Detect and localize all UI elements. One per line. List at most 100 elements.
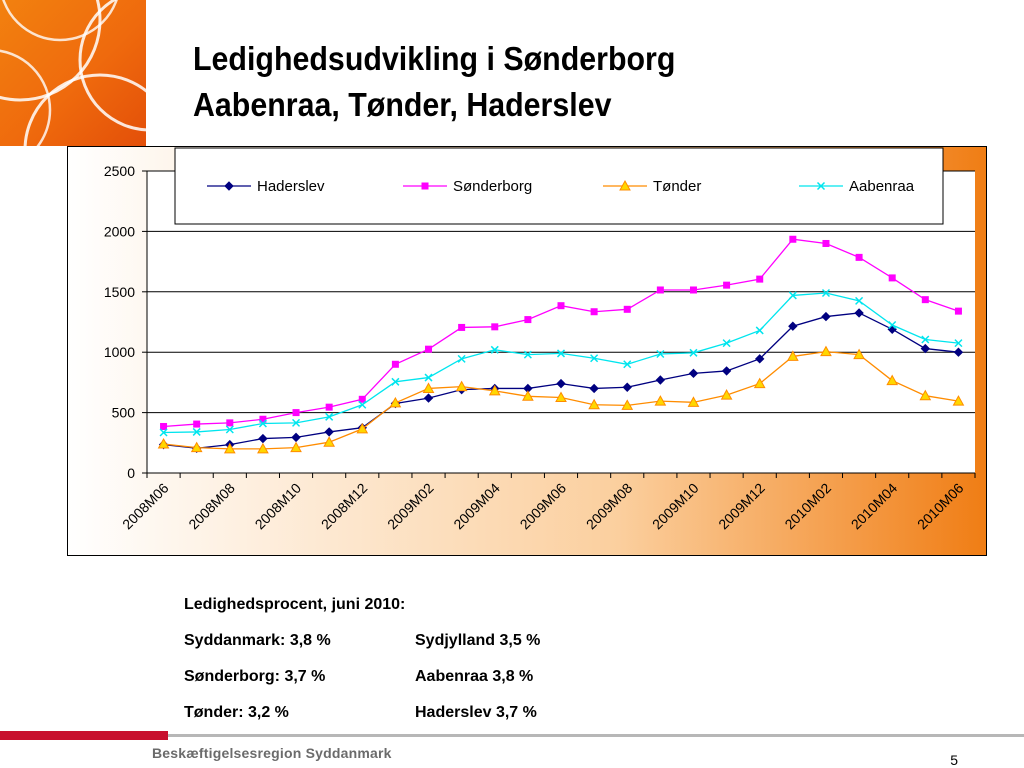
data-point — [291, 432, 301, 443]
data-point — [589, 383, 599, 394]
data-point — [721, 366, 732, 376]
data-point — [722, 339, 731, 348]
footer-accent-bar — [0, 731, 168, 740]
y-tick-label: 0 — [127, 465, 135, 481]
rates-row: Tønder: 3,2 % Haderslev 3,7 % — [184, 704, 537, 740]
data-point — [820, 345, 832, 357]
legend-label: Haderslev — [257, 178, 325, 195]
legend-label: Sønderborg — [453, 178, 532, 195]
y-tick-label: 500 — [112, 405, 136, 421]
unemployment-chart: 0 500 1000 1500 2000 2500 2008M06 2008M08 2008M1… — [67, 146, 987, 556]
data-point — [159, 428, 168, 437]
data-point — [821, 288, 830, 298]
data-point — [422, 382, 435, 393]
data-point — [822, 239, 830, 247]
page-number: 5 — [950, 752, 958, 768]
data-point — [389, 396, 402, 408]
data-point — [324, 427, 334, 437]
data-point — [290, 441, 302, 453]
rate-soenderborg: Sønderborg: 3,7 % — [184, 668, 326, 685]
footer-rule — [168, 734, 1024, 737]
y-tick-label: 2000 — [104, 223, 135, 239]
legend-item: Sønderborg — [403, 178, 532, 195]
data-point — [557, 302, 565, 310]
data-point — [888, 320, 897, 330]
data-point — [556, 349, 566, 358]
data-point — [358, 400, 367, 409]
data-point — [458, 323, 466, 331]
data-point — [421, 182, 429, 190]
data-point — [654, 395, 667, 406]
rate-toender: Tønder: 3,2 % — [184, 704, 289, 721]
data-point — [688, 368, 699, 379]
data-point — [524, 316, 532, 324]
data-point — [655, 375, 666, 385]
data-point — [292, 409, 300, 417]
data-point — [555, 391, 567, 402]
data-point — [854, 308, 864, 318]
data-point — [689, 286, 697, 294]
legend-item: Haderslev — [207, 178, 325, 195]
data-point — [621, 399, 634, 410]
data-point — [755, 326, 764, 335]
data-point — [656, 286, 664, 294]
data-point — [258, 433, 268, 444]
data-point — [588, 398, 600, 410]
y-tick-label: 1000 — [104, 344, 135, 360]
legend: Haderslev Sønderborg Tønder Aabenraa — [174, 147, 944, 225]
data-point — [323, 436, 336, 447]
data-point — [920, 343, 931, 354]
data-point — [689, 348, 698, 357]
rate-haderslev: Haderslev 3,7 % — [415, 704, 537, 721]
data-point — [488, 384, 501, 396]
data-point — [855, 296, 864, 305]
slide-title: Ledighedsudvikling i Sønderborg Aabenraa… — [193, 36, 675, 128]
data-point — [223, 442, 236, 454]
brand-logo — [0, 0, 146, 146]
data-point — [888, 274, 896, 282]
data-point — [855, 253, 863, 261]
data-point — [424, 373, 433, 382]
data-point — [816, 181, 826, 191]
rates-row: Sønderborg: 3,7 % Aabenraa 3,8 % — [184, 668, 533, 704]
rate-syddanmark: Syddanmark: 3,8 % — [184, 632, 331, 649]
rates-row: Syddanmark: 3,8 % Sydjylland 3,5 % — [184, 632, 540, 668]
data-point — [619, 179, 631, 191]
data-point — [921, 296, 929, 304]
data-point — [325, 412, 334, 421]
data-point — [157, 437, 170, 449]
data-point — [193, 420, 201, 428]
title-line-1: Ledighedsudvikling i Sønderborg — [193, 40, 676, 77]
rate-sydjylland: Sydjylland 3,5 % — [415, 632, 541, 649]
data-point — [258, 419, 267, 428]
data-point — [192, 427, 201, 436]
data-point — [789, 235, 797, 243]
y-tick-label: 2500 — [104, 163, 135, 179]
data-point — [257, 442, 269, 454]
data-point — [821, 311, 831, 322]
data-point — [755, 354, 765, 364]
title-line-2: Aabenraa, Tønder, Haderslev — [193, 86, 612, 123]
legend-label: Aabenraa — [849, 178, 915, 195]
data-point — [160, 422, 168, 430]
unemployment-rates: Ledighedsprocent, juni 2010: Syddanmark:… — [184, 596, 540, 740]
data-point — [457, 354, 466, 363]
data-point — [953, 347, 964, 357]
series-lines — [157, 235, 965, 454]
data-point — [622, 382, 632, 392]
data-point — [954, 307, 962, 315]
data-point — [292, 418, 301, 427]
data-point — [190, 441, 203, 453]
legend-item: Aabenraa — [799, 178, 915, 195]
legend-label: Tønder — [653, 178, 701, 195]
data-point — [356, 422, 369, 434]
rates-heading: Ledighedsprocent, juni 2010: — [184, 596, 406, 613]
series-x — [159, 288, 963, 437]
data-point — [623, 360, 632, 369]
data-point — [224, 181, 234, 191]
data-point — [490, 345, 499, 354]
data-point — [590, 308, 598, 316]
data-point — [491, 323, 499, 331]
y-tick-label: 1500 — [104, 284, 135, 300]
